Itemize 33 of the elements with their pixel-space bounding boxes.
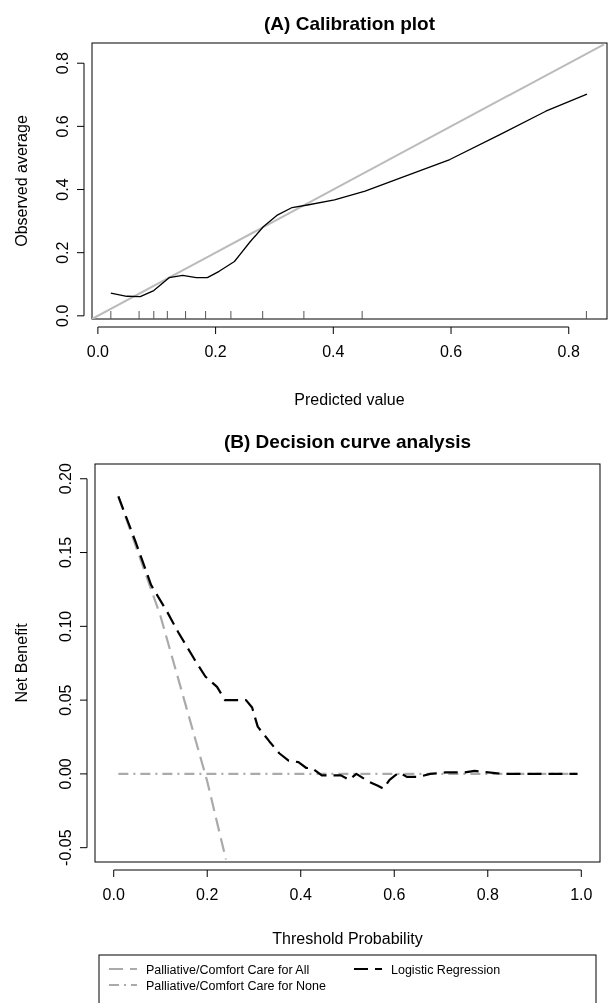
chart-title: (A) Calibration plot — [264, 13, 436, 34]
y-tick-label: 0.05 — [57, 684, 74, 716]
x-tick-label: 0.4 — [322, 343, 345, 360]
x-tick-label: 0.0 — [86, 343, 110, 360]
y-tick-label: 0.20 — [57, 463, 74, 495]
x-tick-label: 0.0 — [102, 886, 125, 903]
legend-label: Logistic Regression — [391, 963, 501, 977]
line-series — [110, 93, 588, 298]
chart-title: (B) Decision curve analysis — [223, 431, 472, 452]
line-series — [117, 495, 579, 790]
x-tick-label: 0.6 — [439, 343, 463, 360]
y-tick-label: 0.2 — [54, 241, 71, 264]
x-tick-label: 0.6 — [383, 886, 406, 903]
y-tick-label: 0.00 — [57, 758, 74, 790]
legend-label: Palliative/Comfort Care for All — [146, 963, 310, 977]
y-tick-label: -0.05 — [57, 829, 74, 866]
x-tick-label: 0.8 — [557, 343, 580, 360]
x-tick-label: 0.4 — [289, 886, 312, 903]
y-tick-label: 0.0 — [54, 304, 71, 327]
x-axis-title: Predicted value — [294, 391, 405, 408]
x-tick-label: 0.2 — [204, 343, 227, 360]
x-tick-label: 0.2 — [196, 886, 219, 903]
y-tick-label: 0.6 — [54, 115, 71, 138]
y-axis-title: Observed average — [13, 115, 30, 247]
x-tick-label: 1.0 — [570, 886, 593, 903]
y-tick-label: 0.8 — [54, 51, 71, 75]
y-tick-label: 0.4 — [54, 178, 71, 201]
y-axis-title: Net Benefit — [13, 622, 30, 703]
x-tick-label: 0.8 — [476, 886, 499, 903]
legend-label: Palliative/Comfort Care for None — [146, 979, 326, 993]
x-axis-title: Threshold Probability — [272, 930, 423, 947]
y-tick-label: 0.15 — [57, 536, 74, 569]
y-tick-label: 0.10 — [57, 610, 74, 642]
